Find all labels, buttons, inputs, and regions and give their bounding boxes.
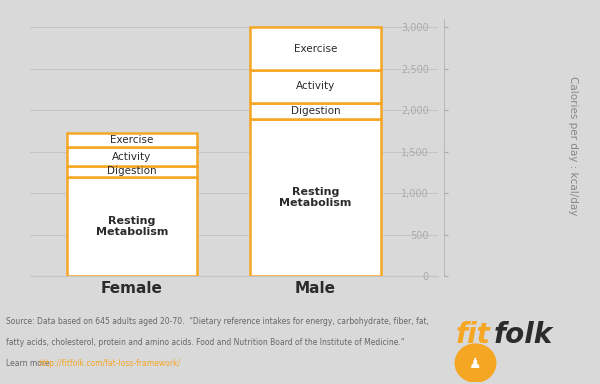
Bar [250, 28, 381, 70]
Text: fit: fit [456, 321, 491, 349]
Text: Calories per day : kcal/day: Calories per day : kcal/day [568, 76, 578, 215]
Text: Resting
Metabolism: Resting Metabolism [96, 216, 168, 237]
Bar [67, 166, 197, 177]
Circle shape [455, 344, 496, 382]
Text: Resting
Metabolism: Resting Metabolism [280, 187, 352, 209]
Text: Digestion: Digestion [107, 167, 157, 177]
Text: folk: folk [493, 321, 553, 349]
Text: Exercise: Exercise [110, 135, 154, 145]
Bar [67, 133, 197, 147]
Bar [250, 103, 381, 119]
Text: Exercise: Exercise [294, 44, 337, 54]
Text: Digestion: Digestion [291, 106, 340, 116]
Bar [250, 70, 381, 103]
Text: Activity: Activity [296, 81, 335, 91]
Bar [67, 177, 197, 276]
Text: Activity: Activity [112, 152, 152, 162]
Bar [67, 147, 197, 166]
Text: fatty acids, cholesterol, protein and amino acids. Food and Nutrition Board of t: fatty acids, cholesterol, protein and am… [6, 338, 404, 347]
Bar [250, 119, 381, 276]
Text: http://fitfolk.com/fat-loss-framework/: http://fitfolk.com/fat-loss-framework/ [38, 359, 181, 368]
Text: Source: Data based on 645 adults aged 20-70.  “Dietary reference intakes for ene: Source: Data based on 645 adults aged 20… [6, 317, 429, 326]
Text: Learn more:: Learn more: [6, 359, 55, 368]
Text: ♟: ♟ [469, 358, 482, 371]
